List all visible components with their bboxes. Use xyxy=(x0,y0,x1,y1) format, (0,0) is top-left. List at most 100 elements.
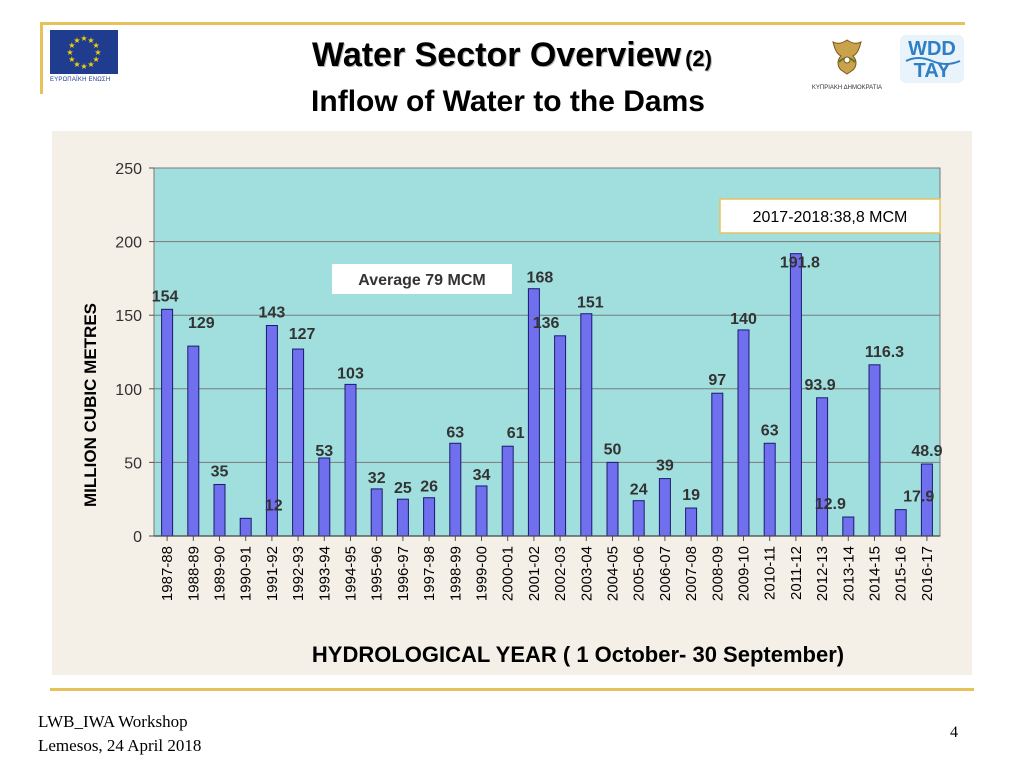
bar-data-label: 129 xyxy=(188,315,215,332)
bar-1994-95 xyxy=(344,383,357,537)
x-tick-label: 2003-04 xyxy=(578,546,595,601)
eu-star-icon: ★ xyxy=(87,60,94,69)
wdd-logo-icon: WDD TAY xyxy=(900,35,964,83)
y-tick-label: 50 xyxy=(124,455,142,472)
x-tick-label: 1990-91 xyxy=(238,546,255,601)
bar-data-label: 154 xyxy=(152,288,179,305)
eu-star-icon: ★ xyxy=(68,55,75,64)
x-tick-label: 2001-02 xyxy=(526,546,543,601)
cyprus-logo: ΚΥΠΡΙΑΚΗ ΔΗΜΟΚΡΑΤΙΑ xyxy=(802,34,892,91)
bar-2007-08 xyxy=(685,507,698,537)
x-tick-label: 1987-88 xyxy=(159,546,176,601)
bars xyxy=(161,253,933,537)
bar-1990-91 xyxy=(239,517,252,537)
page-title: Water Sector Overview (2) xyxy=(0,36,1024,75)
bar-data-label: 34 xyxy=(473,467,491,484)
footer-event: LWB_IWA Workshop xyxy=(38,712,188,731)
eu-star-icon: ★ xyxy=(87,36,94,45)
x-tick-label: 2005-06 xyxy=(631,546,648,601)
bar-1996-97 xyxy=(396,498,409,537)
y-tick-label: 100 xyxy=(115,382,142,399)
x-tick-label: 1994-95 xyxy=(343,546,360,601)
bar-2012-13 xyxy=(816,397,829,537)
bar-data-label: 12 xyxy=(265,497,283,514)
eu-star-icon: ★ xyxy=(94,48,101,57)
average-annotation-text: Average 79 MCM xyxy=(358,272,485,289)
y-axis-label: MILLION CUBIC METRES xyxy=(81,303,100,507)
x-tick-label: 2007-08 xyxy=(683,546,700,601)
bar-data-label: 17.9 xyxy=(903,489,934,506)
x-tick-label: 2004-05 xyxy=(605,546,622,601)
bar-1997-98 xyxy=(423,497,436,537)
cyprus-logo-caption: ΚΥΠΡΙΑΚΗ ΔΗΜΟΚΡΑΤΙΑ xyxy=(811,85,883,91)
eu-star-icon: ★ xyxy=(93,55,100,64)
bar-1992-93 xyxy=(292,348,305,537)
x-tick-label: 2016-17 xyxy=(919,546,936,601)
bar-data-label: 35 xyxy=(211,463,229,480)
bar-data-label: 151 xyxy=(577,295,604,312)
bar-data-label: 19 xyxy=(682,487,700,504)
bar-1995-96 xyxy=(370,488,383,537)
x-tick-label: 2015-16 xyxy=(893,546,910,601)
bar-data-label: 32 xyxy=(368,470,386,487)
bar-data-label: 143 xyxy=(259,305,286,322)
y-axis-ticks: 0 50 100 150 200 250 xyxy=(115,161,154,546)
eu-flag-icon: ★ ★ ★ ★ ★ ★ ★ ★ ★ ★ ★ ★ xyxy=(50,30,118,74)
eu-star-icon: ★ xyxy=(66,48,73,57)
footer-location-date: Lemesos, 24 April 2018 xyxy=(38,736,202,755)
x-tick-label: 2013-14 xyxy=(840,546,857,601)
bar-data-label: 127 xyxy=(289,326,316,343)
eu-logo: ★ ★ ★ ★ ★ ★ ★ ★ ★ ★ ★ ★ ΕΥΡΩΠΑΪΚΗ ΕΝΩΣΗ xyxy=(50,30,122,90)
bar-data-label: 48.9 xyxy=(911,443,942,460)
bar-data-label: 63 xyxy=(761,422,779,439)
bar-data-label: 93.9 xyxy=(805,377,836,394)
x-tick-label: 2012-13 xyxy=(814,546,831,601)
page-subtitle: Inflow of Water to the Dams xyxy=(311,85,705,118)
bar-2000-01 xyxy=(501,445,514,537)
average-annotation: Average 79 MCM xyxy=(332,264,512,294)
bar-data-label: 136 xyxy=(533,315,560,332)
bar-2010-11 xyxy=(763,442,776,537)
x-tick-label: 1998-99 xyxy=(447,546,464,601)
bar-2009-10 xyxy=(737,329,750,537)
bar-data-label: 103 xyxy=(337,365,364,382)
bar-data-label: 63 xyxy=(446,424,464,441)
bar-data-label: 97 xyxy=(708,372,726,389)
x-tick-label: 2009-10 xyxy=(736,546,753,601)
bar-1998-99 xyxy=(449,442,462,537)
bar-data-label: 24 xyxy=(630,482,648,499)
x-tick-label: 1992-93 xyxy=(290,546,307,601)
bar-2005-06 xyxy=(632,500,645,537)
bar-data-label: 53 xyxy=(315,443,333,460)
bar-data-label: 26 xyxy=(420,479,438,496)
page-title-text: Water Sector Overview xyxy=(311,36,682,74)
x-tick-label: 1988-89 xyxy=(185,546,202,601)
page-number: 4 xyxy=(950,724,958,741)
bar-data-label: 61 xyxy=(507,425,525,442)
x-tick-label: 1991-92 xyxy=(264,546,281,601)
wdd-logo-bottom-text: TAY xyxy=(914,60,951,82)
y-tick-label: 250 xyxy=(115,161,142,178)
bar-data-label: 116.3 xyxy=(865,344,904,361)
y-tick-label: 0 xyxy=(133,529,142,546)
x-tick-label: 2008-09 xyxy=(709,546,726,601)
bar-2003-04 xyxy=(580,313,593,537)
wdd-logo: WDD TAY xyxy=(898,33,968,85)
y-tick-label: 200 xyxy=(115,235,142,252)
x-tick-label: 1999-00 xyxy=(474,546,491,601)
bar-1987-88 xyxy=(161,308,174,537)
average-annotation-box xyxy=(332,264,512,294)
x-tick-label: 1989-90 xyxy=(212,546,229,601)
wdd-logo-top-text: WDD xyxy=(908,38,956,60)
eu-star-icon: ★ xyxy=(80,62,87,71)
x-tick-label: 2000-01 xyxy=(500,546,517,601)
eu-stars-icon: ★ ★★★★★★★★★★★ xyxy=(66,34,101,71)
eu-star-icon: ★ xyxy=(80,34,87,43)
header-frame-left xyxy=(40,22,43,94)
bar-data-label: 39 xyxy=(656,458,674,475)
x-tick-label: 2006-07 xyxy=(657,546,674,601)
bar-2002-03 xyxy=(554,335,567,537)
page-title-number: (2) xyxy=(685,46,712,71)
bar-2015-16 xyxy=(894,509,907,537)
